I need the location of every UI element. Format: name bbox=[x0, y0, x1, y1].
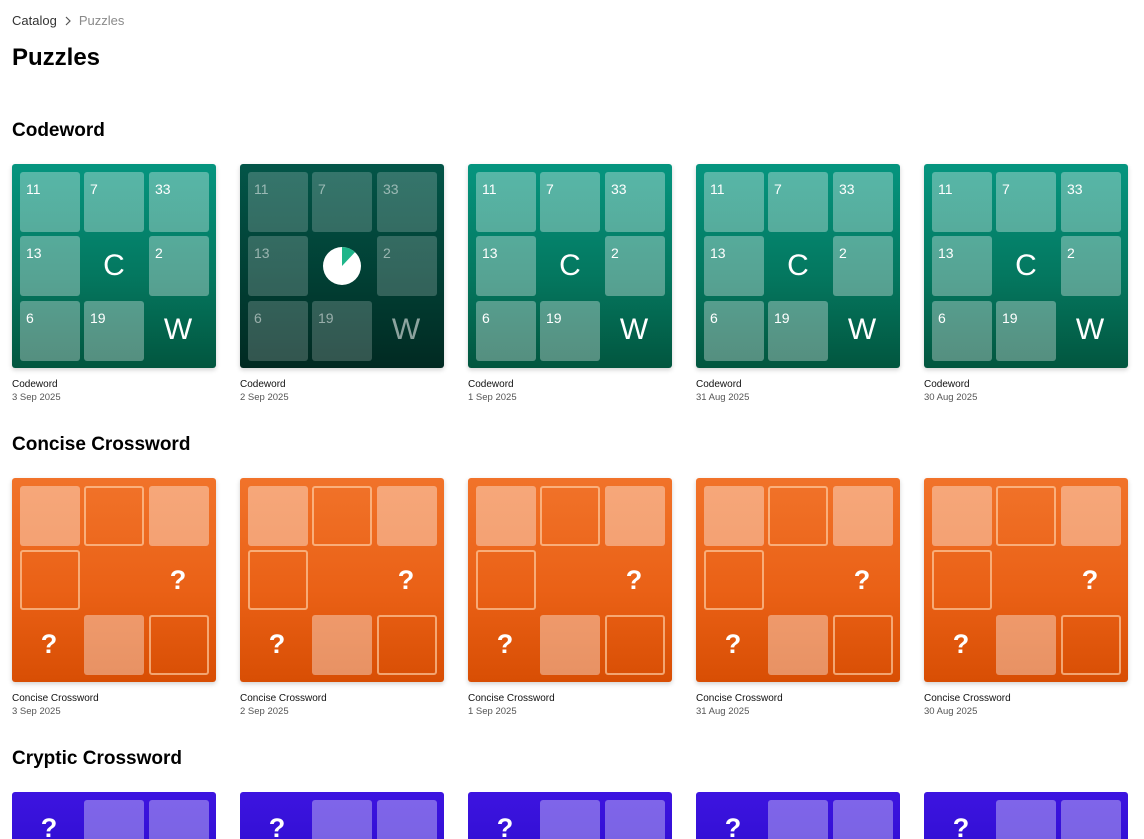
breadcrumb-current: Puzzles bbox=[78, 13, 125, 28]
section-title-cryptic-crossword: Cryptic Crossword bbox=[12, 748, 182, 769]
page-title: Puzzles bbox=[12, 44, 101, 71]
puzzle-card-cryptic-crossword[interactable]: ? bbox=[240, 792, 444, 839]
card-name: Codeword bbox=[12, 379, 58, 390]
concise-crossword-tile[interactable]: ? ? bbox=[924, 478, 1128, 682]
cryptic-crossword-tile[interactable]: ? bbox=[696, 792, 900, 839]
concise-crossword-tile[interactable]: ? ? bbox=[468, 478, 672, 682]
concise-crossword-tile[interactable]: ? ? bbox=[696, 478, 900, 682]
puzzle-card-concise-crossword[interactable]: ? ? Concise Crossword 2 Sep 2025 bbox=[240, 478, 444, 719]
puzzle-card-codeword[interactable]: 11 7 33 13 2 6 19 W Codeword 2 Sep 2025 bbox=[240, 164, 444, 405]
card-date: 30 Aug 2025 bbox=[924, 392, 978, 403]
card-date: 30 Aug 2025 bbox=[924, 706, 978, 717]
cryptic-crossword-tile[interactable]: ? bbox=[240, 792, 444, 839]
puzzle-card-cryptic-crossword[interactable]: ? bbox=[924, 792, 1128, 839]
breadcrumb: Catalog Puzzles bbox=[12, 13, 124, 28]
card-date: 31 Aug 2025 bbox=[696, 706, 750, 717]
card-date: 2 Sep 2025 bbox=[240, 706, 289, 717]
progress-pie-icon bbox=[323, 247, 361, 285]
codeword-tile-in-progress[interactable]: 11 7 33 13 2 6 19 W bbox=[240, 164, 444, 368]
card-name: Concise Crossword bbox=[12, 693, 99, 704]
codeword-tile[interactable]: 11 7 33 13 C 2 6 19 W bbox=[468, 164, 672, 368]
card-date: 3 Sep 2025 bbox=[12, 706, 61, 717]
card-date: 1 Sep 2025 bbox=[468, 706, 517, 717]
puzzle-card-cryptic-crossword[interactable]: ? bbox=[468, 792, 672, 839]
breadcrumb-catalog-link[interactable]: Catalog bbox=[12, 13, 57, 28]
section-title-codeword: Codeword bbox=[12, 120, 105, 141]
card-name: Concise Crossword bbox=[924, 693, 1011, 704]
card-name: Codeword bbox=[696, 379, 742, 390]
codeword-tile[interactable]: 11 7 33 13 C 2 6 19 W bbox=[924, 164, 1128, 368]
puzzle-card-cryptic-crossword[interactable]: ? bbox=[696, 792, 900, 839]
card-date: 3 Sep 2025 bbox=[12, 392, 61, 403]
chevron-right-icon bbox=[65, 16, 71, 25]
puzzle-card-concise-crossword[interactable]: ? ? Concise Crossword 30 Aug 2025 bbox=[924, 478, 1128, 719]
puzzle-card-concise-crossword[interactable]: ? ? Concise Crossword 31 Aug 2025 bbox=[696, 478, 900, 719]
concise-crossword-tile[interactable]: ? ? bbox=[240, 478, 444, 682]
puzzle-card-codeword[interactable]: 11 7 33 13 C 2 6 19 W Codeword 30 Aug 20… bbox=[924, 164, 1128, 405]
puzzle-card-codeword[interactable]: 11 7 33 13 C 2 6 19 W Codeword 1 Sep 202… bbox=[468, 164, 672, 405]
codeword-tile[interactable]: 11 7 33 13 C 2 6 19 W bbox=[696, 164, 900, 368]
concise-crossword-tile[interactable]: ? ? bbox=[12, 478, 216, 682]
puzzle-card-concise-crossword[interactable]: ? ? Concise Crossword 1 Sep 2025 bbox=[468, 478, 672, 719]
card-name: Codeword bbox=[468, 379, 514, 390]
card-date: 31 Aug 2025 bbox=[696, 392, 750, 403]
card-name: Codeword bbox=[240, 379, 286, 390]
card-name: Codeword bbox=[924, 379, 970, 390]
card-name: Concise Crossword bbox=[696, 693, 783, 704]
card-date: 2 Sep 2025 bbox=[240, 392, 289, 403]
cryptic-crossword-tile[interactable]: ? bbox=[12, 792, 216, 839]
cryptic-crossword-tile[interactable]: ? bbox=[924, 792, 1128, 839]
puzzle-card-concise-crossword[interactable]: ? ? Concise Crossword 3 Sep 2025 bbox=[12, 478, 216, 719]
card-date: 1 Sep 2025 bbox=[468, 392, 517, 403]
puzzle-card-codeword[interactable]: 11 7 33 13 C 2 6 19 W Codeword 31 Aug 20… bbox=[696, 164, 900, 405]
card-name: Concise Crossword bbox=[468, 693, 555, 704]
puzzle-card-codeword[interactable]: 11 7 33 13 C 2 6 19 W Codeword 3 Sep 202… bbox=[12, 164, 216, 405]
section-title-concise-crossword: Concise Crossword bbox=[12, 434, 191, 455]
puzzle-card-cryptic-crossword[interactable]: ? bbox=[12, 792, 216, 839]
cryptic-crossword-tile[interactable]: ? bbox=[468, 792, 672, 839]
codeword-tile[interactable]: 11 7 33 13 C 2 6 19 W bbox=[12, 164, 216, 368]
card-name: Concise Crossword bbox=[240, 693, 327, 704]
